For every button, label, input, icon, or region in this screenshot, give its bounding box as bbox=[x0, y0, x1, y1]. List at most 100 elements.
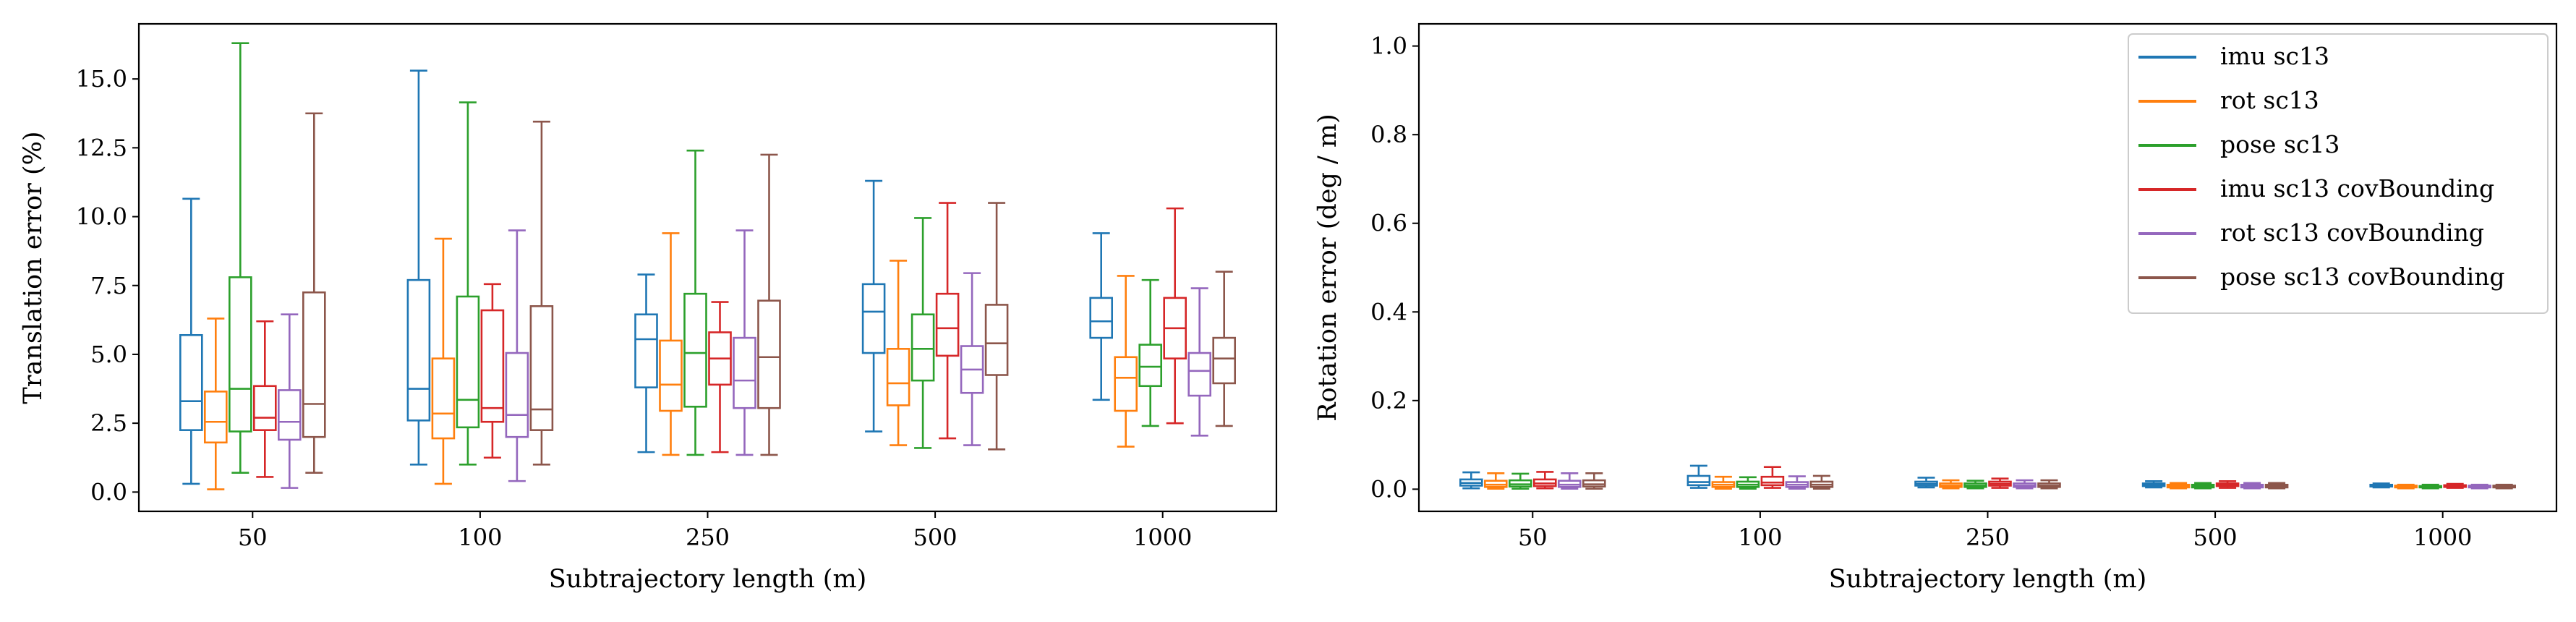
box-rot-sc13-covBounding-100 bbox=[1785, 475, 1809, 490]
box-iqr bbox=[1760, 475, 1785, 487]
box-imu-sc13-covBounding-250 bbox=[708, 301, 732, 453]
box-iqr bbox=[1138, 344, 1162, 388]
box-iqr bbox=[456, 295, 480, 429]
x-tick-label: 50 bbox=[1518, 524, 1548, 551]
legend: imu sc13 rot sc13 pose sc13 imu sc13 covBou… bbox=[2128, 33, 2549, 314]
x-tick-label: 500 bbox=[2193, 524, 2238, 551]
box-rot-sc13-covBounding-250 bbox=[2013, 479, 2037, 490]
legend-label: pose sc13 covBounding bbox=[2220, 263, 2505, 291]
box-pose-sc13-50 bbox=[1509, 472, 1532, 490]
box-iqr bbox=[910, 313, 935, 382]
legend-label: imu sc13 covBounding bbox=[2220, 174, 2494, 203]
y-tick-label: 0.4 bbox=[1370, 298, 1407, 325]
box-iqr bbox=[733, 336, 756, 409]
legend-label: rot sc13 covBounding bbox=[2220, 218, 2484, 247]
box-pose-sc13-500 bbox=[910, 217, 935, 449]
box-imu-sc13-covBounding-100 bbox=[1760, 466, 1785, 489]
box-iqr bbox=[431, 357, 456, 440]
box-imu-sc13-1000 bbox=[2369, 482, 2393, 489]
box-iqr bbox=[179, 333, 203, 431]
box-rot-sc13-covBounding-1000 bbox=[1187, 287, 1211, 437]
box-iqr bbox=[1686, 474, 1711, 487]
legend-label: rot sc13 bbox=[2220, 86, 2319, 114]
box-rot-sc13-covBounding-50 bbox=[277, 313, 302, 489]
box-rot-sc13-covBounding-500 bbox=[960, 272, 984, 446]
box-iqr bbox=[886, 348, 910, 406]
y-tick-label: 1.0 bbox=[1370, 33, 1407, 60]
x-axis-label: Subtrajectory length (m) bbox=[549, 565, 867, 594]
x-tick-label: 250 bbox=[1966, 524, 2010, 551]
y-tick-label: 12.5 bbox=[76, 134, 127, 161]
box-iqr bbox=[1212, 336, 1236, 385]
box-imu-sc13-1000 bbox=[1089, 232, 1113, 401]
y-tick-label: 0.6 bbox=[1370, 210, 1407, 237]
box-imu-sc13-50 bbox=[179, 197, 203, 485]
y-tick-label: 7.5 bbox=[90, 272, 127, 299]
x-tick-label: 100 bbox=[1738, 524, 1782, 551]
x-tick-label: 1000 bbox=[1133, 524, 1192, 551]
box-pose-sc13-covBounding-500 bbox=[2264, 482, 2289, 490]
box-iqr bbox=[505, 352, 529, 438]
box-iqr bbox=[1187, 352, 1211, 397]
x-tick-label: 250 bbox=[686, 524, 730, 551]
box-pose-sc13-1000 bbox=[2418, 483, 2442, 490]
box-pose-sc13-100 bbox=[1736, 476, 1760, 490]
box-pose-sc13-250 bbox=[683, 149, 707, 456]
box-pose-sc13-500 bbox=[2191, 482, 2215, 490]
box-iqr bbox=[203, 391, 228, 444]
box-rot-sc13-500 bbox=[886, 260, 910, 446]
box-iqr bbox=[406, 278, 431, 422]
box-iqr bbox=[480, 309, 505, 423]
box-imu-sc13-covBounding-50 bbox=[252, 320, 277, 478]
box-rot-sc13-250 bbox=[659, 232, 683, 456]
box-imu-sc13-250 bbox=[634, 273, 658, 453]
box-iqr bbox=[529, 305, 554, 431]
x-tick-label: 50 bbox=[238, 524, 268, 551]
box-imu-sc13-100 bbox=[1686, 464, 1711, 489]
box-iqr bbox=[659, 339, 683, 412]
box-imu-sc13-covBounding-50 bbox=[1533, 471, 1557, 490]
y-tick-label: 0.0 bbox=[90, 478, 127, 506]
box-imu-sc13-covBounding-500 bbox=[2215, 480, 2240, 489]
x-tick-label: 1000 bbox=[2413, 524, 2472, 551]
box-iqr bbox=[302, 291, 326, 438]
box-pose-sc13-covBounding-50 bbox=[1582, 472, 1606, 490]
box-iqr bbox=[683, 292, 707, 408]
chart-panel-1: 0.0 2.5 5.0 7.5 10.0 12.5 15.0 50 100 250 500 1000 S… bbox=[19, 22, 1278, 594]
box-imu-sc13-covBounding-100 bbox=[480, 283, 505, 459]
y-tick-label: 2.5 bbox=[90, 409, 127, 437]
box-imu-sc13-covBounding-1000 bbox=[2443, 482, 2467, 489]
x-tick-label: 500 bbox=[913, 524, 958, 551]
box-pose-sc13-covBounding-100 bbox=[529, 120, 554, 466]
box-pose-sc13-covBounding-1000 bbox=[1212, 270, 1236, 427]
box-iqr bbox=[757, 299, 781, 409]
box-pose-sc13-covBounding-50 bbox=[302, 112, 326, 474]
legend-frame bbox=[2128, 33, 2549, 314]
box-rot-sc13-covBounding-500 bbox=[2240, 482, 2264, 490]
box-rot-sc13-1000 bbox=[2394, 483, 2418, 490]
y-axis-label: Translation error (%) bbox=[19, 131, 48, 404]
y-axis-label: Rotation error (deg / m) bbox=[1313, 114, 1342, 422]
box-rot-sc13-50 bbox=[1484, 472, 1508, 490]
box-imu-sc13-100 bbox=[406, 69, 431, 466]
box-iqr bbox=[935, 292, 960, 357]
y-tick-label: 10.0 bbox=[76, 203, 127, 231]
box-rot-sc13-covBounding-50 bbox=[1558, 472, 1582, 490]
box-iqr bbox=[1114, 356, 1138, 412]
box-pose-sc13-covBounding-100 bbox=[1809, 474, 1834, 490]
y-tick-label: 15.0 bbox=[76, 65, 127, 93]
box-rot-sc13-covBounding-250 bbox=[733, 229, 756, 456]
box-imu-sc13-250 bbox=[1914, 477, 1938, 489]
y-tick-label: 0.8 bbox=[1370, 121, 1407, 148]
plot-frame bbox=[137, 22, 1278, 513]
box-iqr bbox=[1089, 297, 1113, 339]
legend-label: imu sc13 bbox=[2220, 42, 2329, 70]
box-iqr bbox=[277, 389, 302, 441]
box-rot-sc13-100 bbox=[431, 237, 456, 485]
box-pose-sc13-100 bbox=[456, 101, 480, 466]
box-iqr bbox=[228, 276, 252, 433]
box-rot-sc13-250 bbox=[1939, 479, 1963, 490]
box-rot-sc13-100 bbox=[1711, 475, 1736, 490]
box-pose-sc13-covBounding-1000 bbox=[2492, 483, 2516, 490]
